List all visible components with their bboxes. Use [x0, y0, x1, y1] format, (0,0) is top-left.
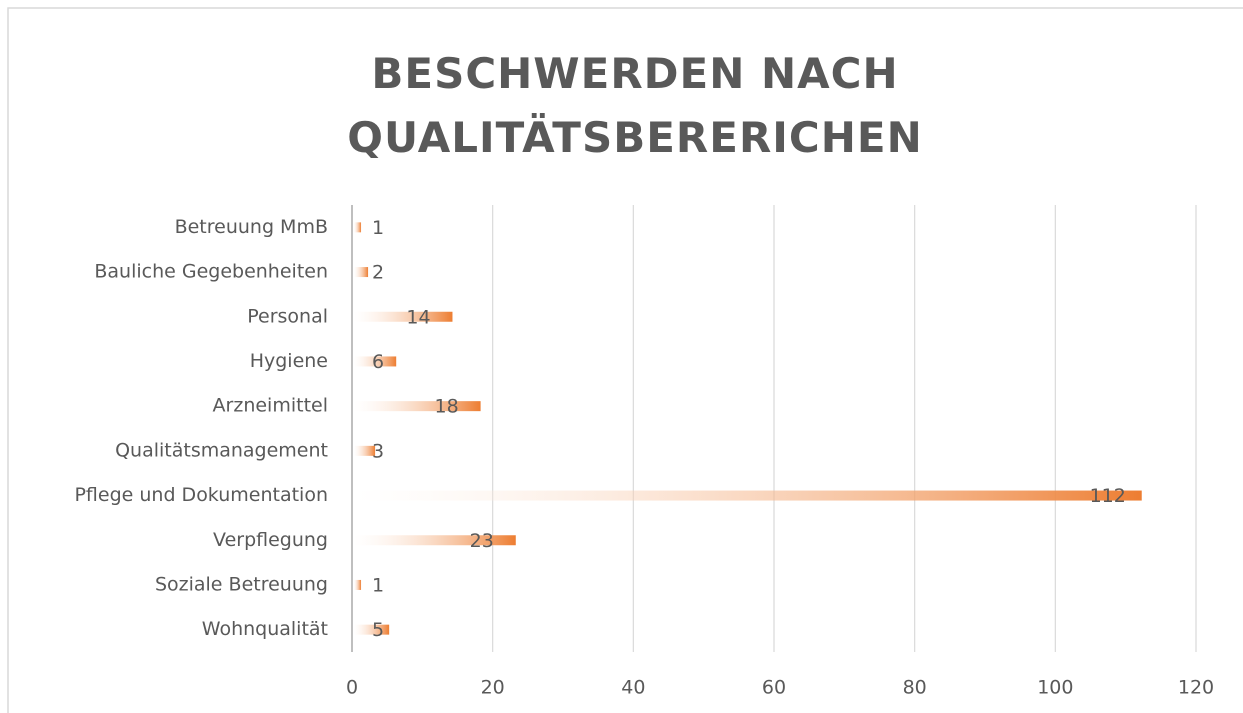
data-label: 18: [435, 396, 459, 418]
y-tick-label: Qualitätsmanagement: [115, 439, 328, 461]
y-tick-label: Pflege und Dokumentation: [74, 484, 328, 506]
y-tick-label: Bauliche Gegebenheiten: [94, 261, 328, 283]
bar: [354, 445, 376, 456]
y-tick-label: Soziale Betreuung: [155, 573, 328, 595]
bar: [354, 579, 362, 590]
data-label: 23: [470, 530, 494, 552]
chart-border: [7, 7, 1243, 713]
x-tick-label: 40: [621, 677, 645, 699]
data-label: 2: [372, 262, 384, 284]
x-tick-label: 100: [1037, 677, 1073, 699]
bar: [354, 311, 453, 322]
data-label: 6: [372, 351, 384, 373]
x-tick-label: 80: [903, 677, 927, 699]
data-label: 112: [1090, 485, 1126, 507]
bar: [354, 356, 397, 367]
bar: [354, 490, 1142, 501]
y-tick-label: Betreuung MmB: [175, 216, 328, 238]
y-tick-label: Hygiene: [250, 350, 328, 372]
bar: [354, 222, 362, 233]
data-label: 1: [372, 217, 384, 239]
y-tick-label: Verpflegung: [213, 529, 328, 551]
data-label: 5: [372, 619, 384, 641]
data-label: 3: [372, 440, 384, 462]
bar: [354, 535, 516, 546]
x-tick-label: 20: [481, 677, 505, 699]
y-tick-label: Arzneimittel: [213, 395, 328, 417]
chart-title: BESCHWERDEN NACH QUALITÄTSBERERICHEN: [347, 49, 923, 162]
y-tick-label: Wohnqualität: [202, 618, 328, 640]
bar: [354, 624, 390, 635]
y-tick-label: Personal: [247, 305, 328, 327]
x-tick-label: 0: [346, 677, 358, 699]
data-label: 1: [372, 574, 384, 596]
x-tick-label: 60: [762, 677, 786, 699]
data-label: 14: [406, 306, 430, 328]
x-tick-label: 120: [1178, 677, 1214, 699]
bar: [354, 267, 369, 278]
bar: [354, 401, 481, 412]
